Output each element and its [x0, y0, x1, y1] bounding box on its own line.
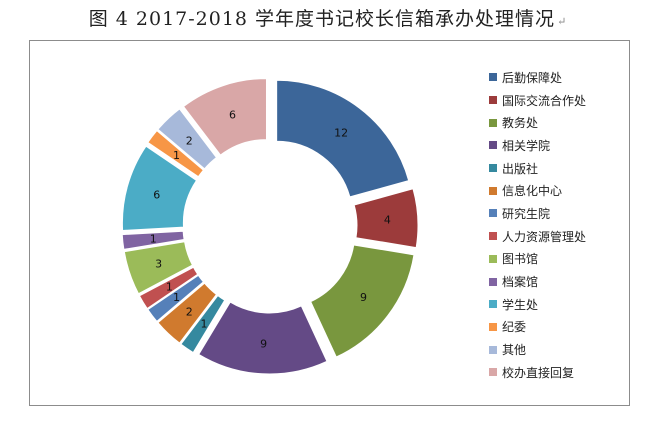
- slice-label-后勤保障处: 12: [334, 126, 348, 139]
- legend-swatch: [489, 232, 497, 241]
- legend-swatch: [489, 345, 497, 354]
- legend-item: 学生处: [489, 293, 629, 316]
- legend-label: 出版社: [502, 161, 539, 176]
- slice-label-教务处: 9: [360, 291, 367, 304]
- slice-图书馆: [123, 241, 194, 295]
- legend-item: 其他: [489, 338, 629, 361]
- legend-item: 信息化中心: [489, 179, 629, 202]
- legend-swatch: [489, 118, 497, 127]
- legend-item: 出版社: [489, 157, 629, 180]
- chart-frame: 12 4 9 9 1 2 1 1 3 1 6 1 2 6 后勤保障处 国际交流合作处 教务处 相关学院 出版社 信息…: [29, 40, 630, 406]
- slice-纪委: [147, 129, 205, 178]
- legend-swatch: [489, 96, 497, 105]
- legend-item: 人力资源管理处: [489, 225, 629, 248]
- slice-人力资源管理处: [138, 266, 199, 310]
- legend-swatch: [489, 209, 497, 218]
- slice-label-档案馆: 1: [150, 233, 157, 246]
- chart-title: 图 4 2017-2018 学年度书记校长信箱承办处理情况 ↵: [0, 4, 656, 31]
- legend-label: 校办直接回复: [502, 365, 575, 380]
- legend-swatch: [489, 73, 497, 82]
- slice-label-研究生院: 1: [173, 291, 180, 304]
- legend-label: 信息化中心: [502, 184, 563, 199]
- chart-title-text: 图 4 2017-2018 学年度书记校长信箱承办处理情况: [88, 8, 556, 30]
- slice-label-国际交流合作处: 4: [384, 214, 391, 227]
- legend-item: 校办直接回复: [489, 361, 629, 384]
- slice-校办直接回复: [182, 78, 267, 156]
- legend-label: 研究生院: [502, 206, 551, 221]
- slice-学生处: [121, 145, 198, 232]
- slice-其他: [157, 108, 218, 170]
- slice-label-校办直接回复: 6: [229, 109, 236, 122]
- slice-后勤保障处: [276, 79, 410, 198]
- legend-swatch: [489, 277, 497, 286]
- slice-label-其他: 2: [186, 135, 193, 148]
- chart-legend: 后勤保障处国际交流合作处 教务处相关学院出版社信息化中心研究生院人力资源管理处 图书…: [489, 66, 629, 384]
- legend-label: 人力资源管理处: [502, 229, 587, 244]
- legend-label: 相关学院: [502, 138, 551, 153]
- legend-item: 国际交流合作处: [489, 89, 629, 112]
- legend-swatch: [489, 254, 497, 263]
- slice-信息化中心: [157, 282, 218, 344]
- legend-label: 档案馆: [502, 275, 539, 290]
- legend-label: 学生处: [502, 297, 539, 312]
- slice-label-图书馆: 3: [155, 258, 162, 271]
- legend-label: 图书馆: [502, 252, 539, 267]
- slice-出版社: [180, 294, 226, 354]
- legend-item: 纪委: [489, 316, 629, 339]
- legend-label: 其他: [502, 343, 527, 358]
- paragraph-mark: ↵: [557, 15, 568, 28]
- legend-swatch: [489, 300, 497, 309]
- legend-swatch: [489, 322, 497, 331]
- slice-label-信息化中心: 2: [186, 305, 193, 318]
- legend-swatch: [489, 368, 497, 377]
- slice-档案馆: [121, 230, 185, 250]
- slice-label-出版社: 1: [201, 317, 208, 330]
- slice-相关学院: [198, 301, 328, 375]
- legend-item: 研究生院: [489, 202, 629, 225]
- slice-label-相关学院: 9: [260, 337, 267, 350]
- legend-item: 档案馆: [489, 270, 629, 293]
- slice-label-纪委: 1: [173, 149, 180, 162]
- legend-item: 后勤保障处: [489, 66, 629, 89]
- slice-国际交流合作处: [353, 188, 419, 249]
- legend-label: 后勤保障处: [502, 70, 563, 85]
- slice-label-学生处: 6: [153, 189, 160, 202]
- legend-item: 图书馆: [489, 248, 629, 271]
- legend-swatch: [489, 164, 497, 173]
- legend-swatch: [489, 141, 497, 150]
- legend-item: 相关学院: [489, 134, 629, 157]
- slice-label-人力资源管理处: 1: [166, 281, 173, 294]
- legend-item: 教务处: [489, 111, 629, 134]
- slice-研究生院: [147, 274, 205, 323]
- legend-label: 纪委: [502, 320, 527, 335]
- legend-label: 教务处: [502, 116, 539, 131]
- legend-label: 国际交流合作处: [502, 93, 587, 108]
- legend-swatch: [489, 186, 497, 195]
- slice-教务处: [310, 244, 415, 358]
